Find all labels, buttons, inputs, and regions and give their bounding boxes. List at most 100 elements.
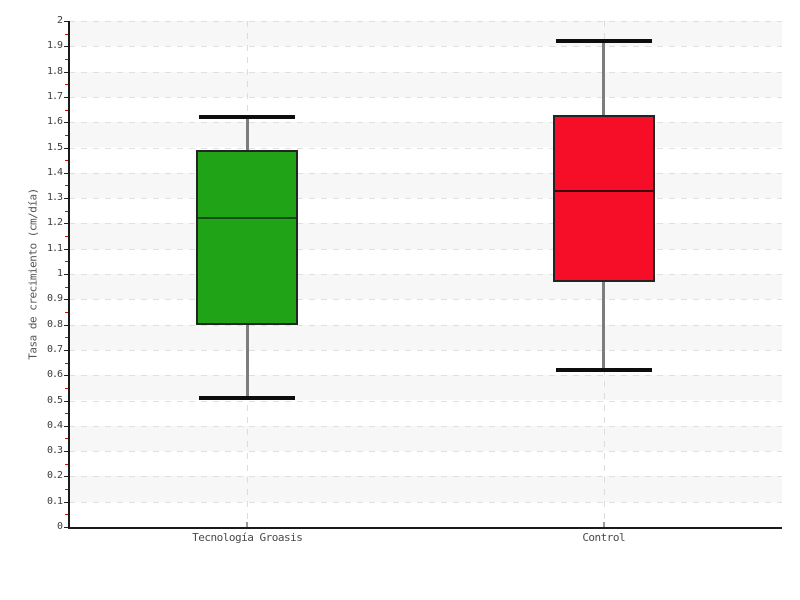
y-tick-label: 0.5 (46, 394, 63, 406)
y-minor-tick (65, 413, 68, 415)
plot-band (69, 122, 782, 148)
h-gridline (69, 400, 782, 402)
median-line (198, 217, 297, 220)
y-tick-label: 1.5 (46, 141, 63, 153)
y-minor-tick (65, 236, 68, 238)
y-axis-line (68, 21, 70, 527)
y-tick-label: 1.6 (46, 116, 63, 128)
y-minor-tick (65, 337, 68, 339)
x-category-tick (246, 522, 249, 527)
y-tick-label: 0.2 (46, 470, 63, 482)
y-minor-tick (65, 489, 68, 491)
plot-band (69, 349, 782, 376)
y-major-tick (64, 501, 69, 503)
y-minor-tick (65, 109, 68, 111)
h-gridline (69, 349, 782, 351)
box-treatment (196, 150, 299, 325)
y-tick-label: 2 (56, 15, 63, 26)
whisker-cap-max (199, 115, 296, 120)
y-major-tick (64, 451, 69, 453)
plot-band (69, 299, 782, 325)
y-tick-label: 1 (56, 268, 63, 279)
x-axis-line (68, 527, 782, 529)
y-minor-tick (65, 311, 68, 313)
plot-band (69, 147, 782, 173)
y-major-tick (64, 324, 69, 326)
y-tick-label: 1.8 (46, 65, 63, 77)
h-gridline (69, 147, 782, 149)
y-major-tick (64, 248, 69, 250)
y-major-tick (64, 71, 69, 73)
whisker-upper (602, 41, 606, 115)
y-tick-label: 1.7 (46, 90, 63, 102)
whisker-lower (602, 281, 606, 371)
y-major-tick (64, 147, 69, 149)
y-tick-label: 0.7 (46, 343, 63, 355)
y-tick-label: 0.4 (46, 419, 63, 431)
x-category-label: Tecnología Groasis (192, 531, 303, 544)
y-major-tick (64, 527, 69, 528)
y-minor-tick (65, 261, 68, 263)
y-major-tick (64, 46, 69, 48)
y-major-tick (64, 476, 69, 478)
plot-band (69, 400, 782, 426)
y-minor-tick (65, 134, 68, 136)
plot-band (69, 476, 782, 502)
plot-band (69, 501, 782, 527)
y-minor-tick (65, 362, 68, 364)
plot-band (69, 96, 782, 123)
y-tick-label: 0 (56, 521, 63, 532)
whisker-cap-min (555, 368, 652, 373)
h-gridline (69, 71, 782, 73)
y-tick-label: 0.8 (46, 318, 63, 330)
h-gridline (69, 375, 782, 377)
h-gridline (69, 274, 782, 275)
plot-band (69, 425, 782, 452)
whisker-lower (245, 324, 249, 398)
plot-band (69, 375, 782, 401)
plot-band (69, 21, 782, 47)
h-gridline (69, 172, 782, 174)
y-major-tick (64, 425, 69, 427)
y-minor-tick (65, 185, 68, 187)
h-gridline (69, 21, 782, 22)
box-control (552, 114, 655, 282)
h-gridline (69, 324, 782, 326)
y-tick-label: 1.2 (46, 217, 63, 229)
plot-band (69, 223, 782, 249)
y-tick-label: 1.1 (46, 242, 63, 254)
y-tick-label: 0.3 (46, 445, 63, 457)
plot-band (69, 324, 782, 350)
h-gridline (69, 198, 782, 200)
y-tick-label: 0.6 (46, 369, 63, 381)
h-gridline (69, 248, 782, 250)
whisker-upper (245, 117, 249, 150)
y-major-tick (64, 223, 69, 225)
y-minor-tick (65, 438, 68, 440)
y-major-tick (64, 349, 69, 351)
plot-band (69, 451, 782, 477)
y-major-tick (64, 274, 69, 275)
h-gridline (69, 501, 782, 503)
y-minor-tick (65, 387, 68, 389)
y-minor-tick (65, 210, 68, 212)
plot-band (69, 46, 782, 72)
y-major-tick (64, 122, 69, 124)
median-line (554, 189, 653, 192)
y-major-tick (64, 21, 69, 22)
y-minor-tick (65, 33, 68, 35)
y-tick-label: 0.1 (46, 495, 63, 507)
x-category-tick (602, 522, 605, 527)
y-minor-tick (65, 286, 68, 288)
y-tick-label: 1.4 (46, 166, 63, 178)
h-gridline (69, 223, 782, 225)
plot-band (69, 248, 782, 274)
h-gridline (69, 425, 782, 427)
h-gridline (69, 46, 782, 48)
plot-band (69, 71, 782, 97)
y-minor-tick (65, 463, 68, 465)
y-major-tick (64, 172, 69, 174)
y-major-tick (64, 198, 69, 200)
y-tick-label: 0.9 (46, 293, 63, 305)
